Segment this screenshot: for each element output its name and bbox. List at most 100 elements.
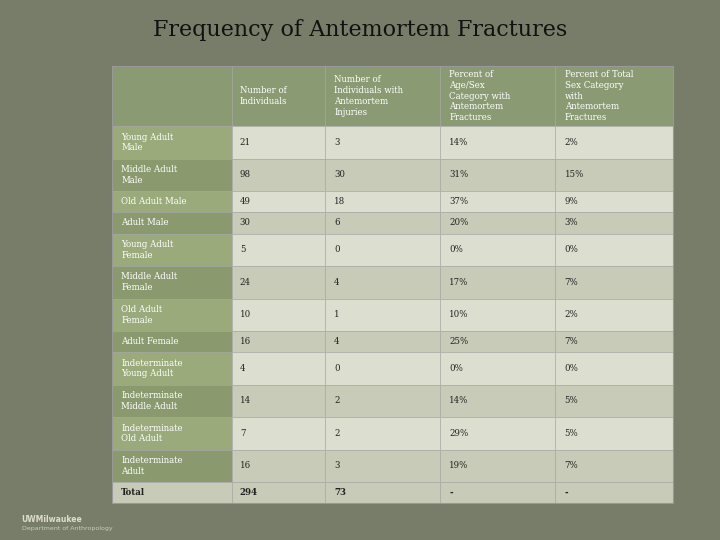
Bar	[325, 66, 440, 126]
Text: Middle Adult
Female: Middle Adult Female	[121, 272, 178, 292]
Bar	[112, 482, 233, 503]
Text: 9%: 9%	[564, 197, 578, 206]
Bar	[325, 352, 440, 384]
Bar	[233, 212, 325, 233]
Text: 5%: 5%	[564, 429, 578, 438]
Bar	[440, 482, 555, 503]
Bar	[233, 352, 325, 384]
Text: 2%: 2%	[564, 138, 578, 147]
Text: 7%: 7%	[564, 461, 578, 470]
Bar	[112, 417, 233, 450]
Text: 7%: 7%	[564, 337, 578, 346]
Text: UWMilwaukee: UWMilwaukee	[22, 515, 82, 524]
Bar	[112, 212, 233, 233]
Text: 16: 16	[240, 461, 251, 470]
Text: 4: 4	[334, 278, 340, 287]
Bar	[325, 266, 440, 299]
Bar	[233, 450, 325, 482]
Text: Percent of
Age/Sex
Category with
Antemortem
Fractures: Percent of Age/Sex Category with Antemor…	[449, 70, 510, 122]
Bar	[112, 266, 233, 299]
Bar	[112, 331, 233, 352]
Text: 30: 30	[240, 219, 251, 227]
Text: 0: 0	[334, 245, 340, 254]
Text: Old Adult Male: Old Adult Male	[121, 197, 187, 206]
Bar	[112, 191, 233, 212]
Text: 4: 4	[240, 364, 246, 373]
Bar	[112, 299, 233, 331]
Text: -: -	[564, 488, 568, 497]
Bar	[233, 384, 325, 417]
Bar	[440, 384, 555, 417]
Bar	[440, 212, 555, 233]
Text: 0%: 0%	[449, 364, 463, 373]
Text: 24: 24	[240, 278, 251, 287]
Bar	[233, 266, 325, 299]
Text: Indeterminate
Young Adult: Indeterminate Young Adult	[121, 359, 183, 378]
Bar	[440, 331, 555, 352]
Text: 1: 1	[334, 310, 340, 319]
Bar	[233, 417, 325, 450]
Text: 10%: 10%	[449, 310, 469, 319]
Bar	[112, 450, 233, 482]
Bar	[325, 233, 440, 266]
Bar	[112, 126, 233, 159]
Text: 2: 2	[334, 396, 340, 406]
Bar	[555, 212, 673, 233]
Bar	[440, 159, 555, 191]
Bar	[325, 159, 440, 191]
Bar	[440, 450, 555, 482]
Text: 14: 14	[240, 396, 251, 406]
Text: Adult Male: Adult Male	[121, 219, 169, 227]
Bar	[555, 233, 673, 266]
Text: 18: 18	[334, 197, 346, 206]
Text: 15%: 15%	[564, 171, 584, 179]
Bar	[555, 331, 673, 352]
Text: Adult Female: Adult Female	[121, 337, 179, 346]
Bar	[555, 266, 673, 299]
Bar	[233, 191, 325, 212]
Text: 0%: 0%	[564, 364, 579, 373]
Bar	[325, 331, 440, 352]
Bar	[555, 450, 673, 482]
Bar	[440, 266, 555, 299]
Bar	[112, 66, 233, 126]
Bar	[440, 233, 555, 266]
Text: 0%: 0%	[449, 245, 463, 254]
Text: -: -	[449, 488, 453, 497]
Text: 0: 0	[334, 364, 340, 373]
Text: Old Adult
Female: Old Adult Female	[121, 305, 163, 325]
Bar	[555, 299, 673, 331]
Text: 19%: 19%	[449, 461, 469, 470]
Text: 25%: 25%	[449, 337, 469, 346]
Bar	[112, 352, 233, 384]
Bar	[555, 482, 673, 503]
Bar	[440, 352, 555, 384]
Text: 3%: 3%	[564, 219, 578, 227]
Bar	[325, 126, 440, 159]
Text: 2: 2	[334, 429, 340, 438]
Text: Indeterminate
Old Adult: Indeterminate Old Adult	[121, 423, 183, 443]
Bar	[233, 331, 325, 352]
Text: Young Adult
Female: Young Adult Female	[121, 240, 174, 260]
Text: 7: 7	[240, 429, 246, 438]
Text: 37%: 37%	[449, 197, 469, 206]
Bar	[325, 417, 440, 450]
Bar	[555, 126, 673, 159]
Bar	[233, 159, 325, 191]
Text: 21: 21	[240, 138, 251, 147]
Bar	[440, 126, 555, 159]
Text: 6: 6	[334, 219, 340, 227]
Bar	[440, 66, 555, 126]
Text: 0%: 0%	[564, 245, 579, 254]
Text: 14%: 14%	[449, 396, 469, 406]
Bar	[325, 299, 440, 331]
Text: 5%: 5%	[564, 396, 578, 406]
Text: 294: 294	[240, 488, 258, 497]
Bar	[555, 417, 673, 450]
Text: Young Adult
Male: Young Adult Male	[121, 133, 174, 152]
Text: 31%: 31%	[449, 171, 469, 179]
Text: 2%: 2%	[564, 310, 578, 319]
Text: Frequency of Antemortem Fractures: Frequency of Antemortem Fractures	[153, 19, 567, 40]
Bar	[112, 233, 233, 266]
Bar	[325, 482, 440, 503]
